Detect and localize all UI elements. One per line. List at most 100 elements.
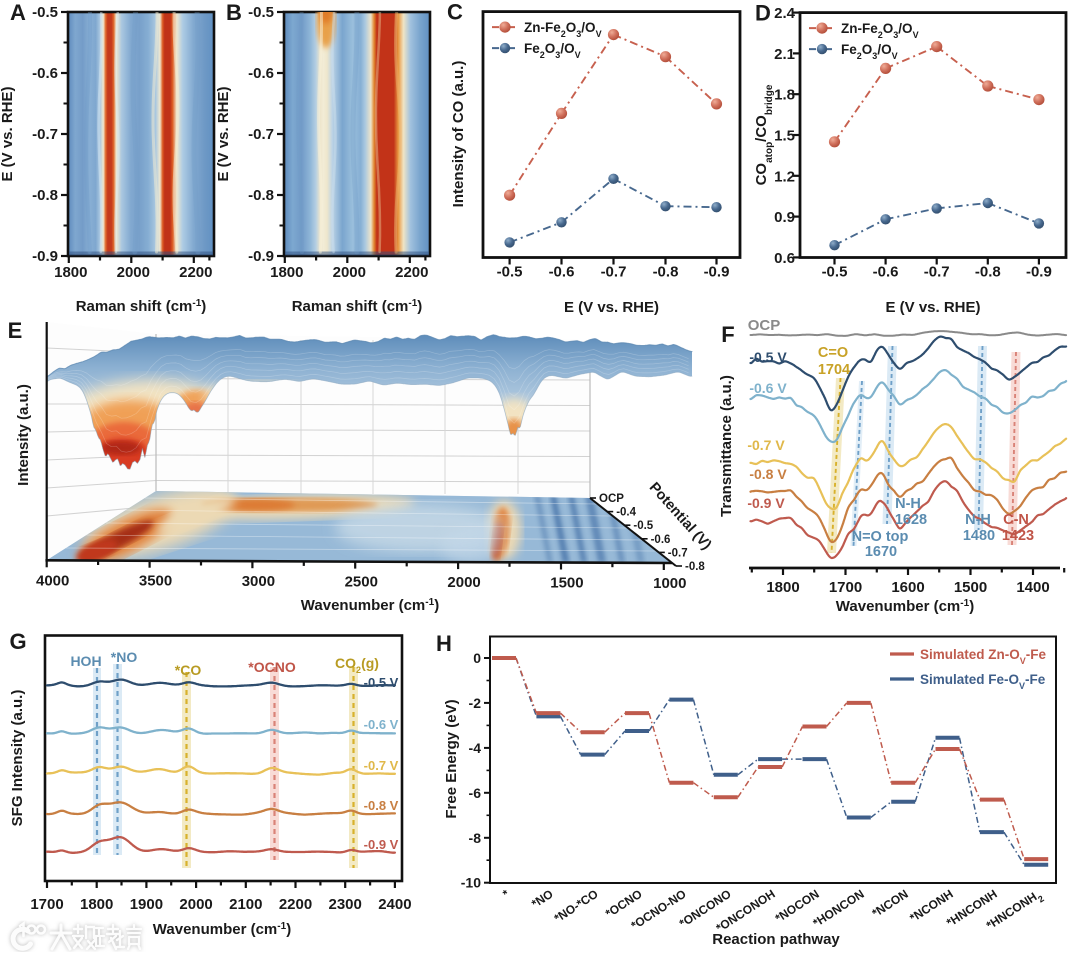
svg-text:2500: 2500 xyxy=(345,574,378,591)
svg-text:4000: 4000 xyxy=(36,572,69,589)
svg-text:2100: 2100 xyxy=(229,896,262,913)
svg-text:0: 0 xyxy=(473,650,481,666)
svg-text:1.8: 1.8 xyxy=(774,87,795,104)
svg-text:2300: 2300 xyxy=(329,896,362,913)
svg-text:-0.9: -0.9 xyxy=(248,248,274,265)
svg-text:1800: 1800 xyxy=(54,264,87,281)
svg-text:Zn-Fe2O3/OV: Zn-Fe2O3/OV xyxy=(524,20,602,39)
svg-text:1480: 1480 xyxy=(963,528,995,544)
svg-text:N-H: N-H xyxy=(965,512,991,528)
svg-text:2000: 2000 xyxy=(333,264,366,281)
svg-text:3500: 3500 xyxy=(139,573,172,590)
svg-text:1628: 1628 xyxy=(895,512,927,528)
svg-text:1800: 1800 xyxy=(270,264,303,281)
svg-text:Fe2O3/OV: Fe2O3/OV xyxy=(524,41,581,60)
svg-text:-2: -2 xyxy=(469,695,482,711)
svg-text:-0.6: -0.6 xyxy=(32,65,58,82)
svg-text:-0.9 V: -0.9 V xyxy=(364,837,399,852)
svg-text:-0.7: -0.7 xyxy=(248,126,274,143)
svg-text:2200: 2200 xyxy=(179,264,212,281)
svg-text:-0.8: -0.8 xyxy=(975,264,1001,281)
svg-text:-0.7 V: -0.7 V xyxy=(364,758,399,773)
svg-text:-0.5 V: -0.5 V xyxy=(364,675,399,690)
svg-text:Simulated Zn-OV-Fe: Simulated Zn-OV-Fe xyxy=(920,647,1047,666)
svg-text:D: D xyxy=(755,1,771,26)
svg-text:-0.7: -0.7 xyxy=(32,126,58,143)
svg-text:2200: 2200 xyxy=(279,896,312,913)
svg-text:CO2(g): CO2(g) xyxy=(335,655,379,675)
svg-text:G: G xyxy=(9,629,26,654)
svg-text:1900: 1900 xyxy=(130,896,163,913)
svg-text:2000: 2000 xyxy=(117,264,150,281)
svg-text:2400: 2400 xyxy=(378,896,411,913)
svg-text:-0.5: -0.5 xyxy=(822,264,848,281)
svg-text:1700: 1700 xyxy=(30,896,63,913)
svg-text:-0.6 V: -0.6 V xyxy=(364,717,399,732)
svg-text:Wavenumber (cm-1): Wavenumber (cm-1) xyxy=(836,598,974,616)
svg-text:1700: 1700 xyxy=(829,579,862,596)
svg-text:SFG Intensity (a.u.): SFG Intensity (a.u.) xyxy=(9,690,26,827)
svg-text:C=O: C=O xyxy=(818,345,848,361)
svg-text:0.6: 0.6 xyxy=(774,250,795,267)
svg-text:1704: 1704 xyxy=(818,362,850,378)
svg-text:2.1: 2.1 xyxy=(774,46,795,63)
svg-text:-0.8: -0.8 xyxy=(248,187,274,204)
svg-text:F: F xyxy=(721,322,734,347)
svg-text:-0.5: -0.5 xyxy=(497,264,523,281)
svg-text:2000: 2000 xyxy=(179,896,212,913)
svg-text:Zn-Fe2O3/OV: Zn-Fe2O3/OV xyxy=(841,21,919,40)
svg-text:A: A xyxy=(10,0,26,25)
svg-text:-10: -10 xyxy=(461,875,481,891)
svg-text:1670: 1670 xyxy=(865,544,897,560)
svg-text:-0.4: -0.4 xyxy=(616,507,636,519)
svg-text:-0.9: -0.9 xyxy=(1026,264,1052,281)
svg-text:1500: 1500 xyxy=(954,579,987,596)
svg-text:OCP: OCP xyxy=(748,317,781,334)
svg-text:C-N: C-N xyxy=(1003,512,1029,528)
svg-text:HOH: HOH xyxy=(70,653,101,669)
svg-text:-0.8 V: -0.8 V xyxy=(364,798,399,813)
svg-text:-6: -6 xyxy=(469,785,482,801)
svg-text:-0.7: -0.7 xyxy=(924,264,950,281)
svg-text:Simulated Fe-OV-Fe: Simulated Fe-OV-Fe xyxy=(920,672,1046,691)
svg-text:1.5: 1.5 xyxy=(774,128,795,145)
svg-text:-0.7: -0.7 xyxy=(668,547,688,559)
svg-text:*NO: *NO xyxy=(111,649,138,665)
svg-text:-0.5: -0.5 xyxy=(633,520,653,532)
svg-text:3000: 3000 xyxy=(242,573,275,590)
svg-text:0.9: 0.9 xyxy=(774,209,795,226)
svg-text:*CO: *CO xyxy=(175,662,202,678)
svg-text:1000: 1000 xyxy=(653,575,686,592)
svg-text:OCP: OCP xyxy=(599,493,624,505)
svg-text:-0.8: -0.8 xyxy=(653,264,679,281)
svg-text:Fe2O3/OV: Fe2O3/OV xyxy=(841,42,898,61)
svg-text:Intensity of CO (a.u.): Intensity of CO (a.u.) xyxy=(450,61,467,208)
svg-text:*: * xyxy=(500,887,512,901)
svg-text:E (V vs. RHE): E (V vs. RHE) xyxy=(0,86,16,181)
svg-text:Raman shift (cm-1): Raman shift (cm-1) xyxy=(76,298,207,316)
svg-text:-0.6 V: -0.6 V xyxy=(749,380,787,396)
svg-text:*OCNO: *OCNO xyxy=(248,659,296,675)
svg-text:Wavenumber (cm-1): Wavenumber (cm-1) xyxy=(301,597,439,615)
svg-text:H: H xyxy=(436,631,452,656)
svg-text:Transmittance (a.u.): Transmittance (a.u.) xyxy=(718,375,735,517)
svg-text:1600: 1600 xyxy=(891,579,924,596)
svg-text:Wavenumber (cm-1): Wavenumber (cm-1) xyxy=(153,921,291,939)
svg-text:-0.9: -0.9 xyxy=(704,264,730,281)
svg-text:2.4: 2.4 xyxy=(774,5,796,22)
svg-text:1423: 1423 xyxy=(1002,528,1034,544)
svg-text:-4: -4 xyxy=(469,740,482,756)
svg-text:-0.8: -0.8 xyxy=(685,561,705,573)
svg-text:E (V vs. RHE): E (V vs. RHE) xyxy=(564,299,659,316)
svg-text:E: E xyxy=(8,318,23,343)
svg-text:2200: 2200 xyxy=(395,264,428,281)
svg-text:E (V vs. RHE): E (V vs. RHE) xyxy=(215,86,232,181)
svg-text:1800: 1800 xyxy=(766,579,799,596)
svg-text:N=O top: N=O top xyxy=(852,529,909,545)
svg-text:2000: 2000 xyxy=(447,574,480,591)
svg-text:-0.5 V: -0.5 V xyxy=(749,349,787,365)
svg-text:-0.5: -0.5 xyxy=(248,4,274,21)
svg-text:-0.7 V: -0.7 V xyxy=(747,437,785,453)
svg-text:B: B xyxy=(226,0,242,25)
svg-text:-0.9 V: -0.9 V xyxy=(747,495,785,511)
